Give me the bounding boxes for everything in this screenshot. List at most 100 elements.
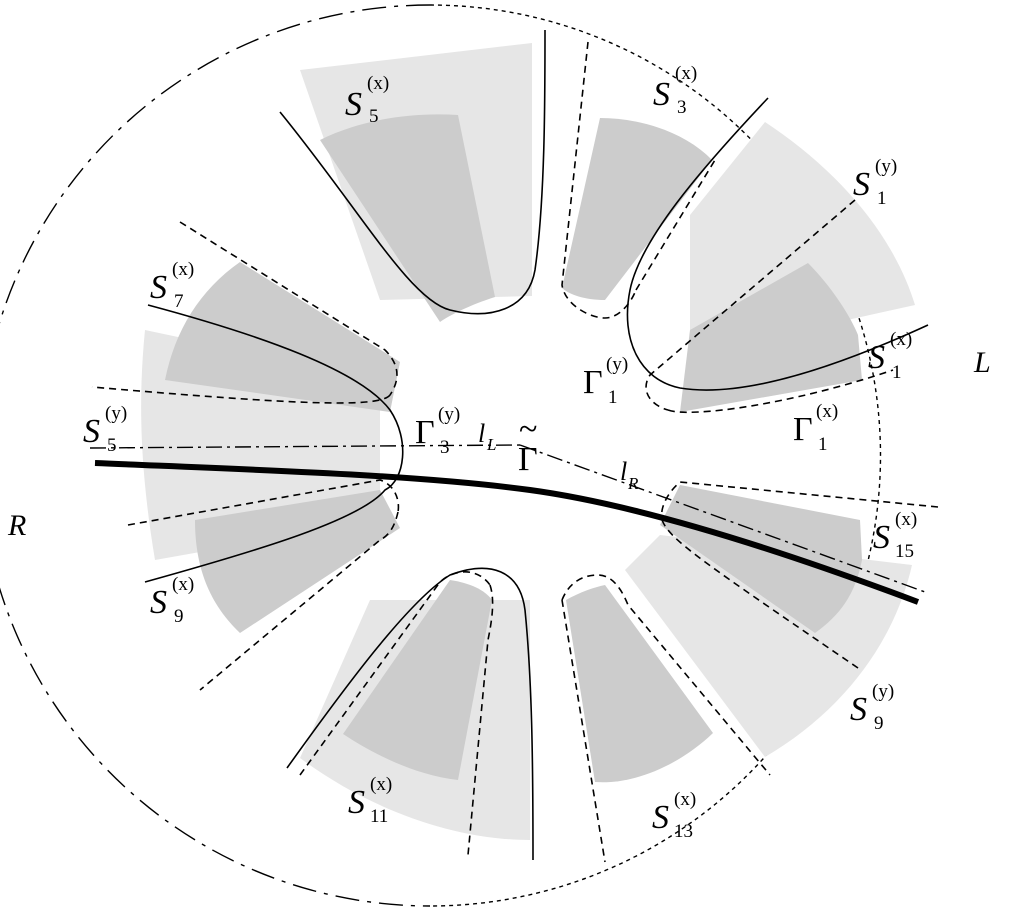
svg-text:(y): (y) — [105, 403, 127, 424]
dashed-s11x-right — [467, 584, 494, 856]
dark-sectors — [165, 114, 862, 783]
svg-text:3: 3 — [677, 97, 687, 118]
svg-text:l: l — [620, 457, 627, 486]
solid-curves — [94, 29, 929, 861]
sector-label-s1y: S (y) 1 — [853, 156, 897, 209]
svg-text:(y): (y) — [606, 354, 628, 375]
svg-text:(x): (x) — [367, 73, 389, 94]
line-l-L — [89, 444, 521, 449]
dashed-s3x-left — [561, 41, 637, 319]
sector-label-s9y: S (y) 9 — [850, 681, 894, 734]
dashed-s3x-right — [635, 159, 716, 291]
dark-sector-s9x — [195, 490, 400, 633]
svg-text:1: 1 — [877, 188, 887, 209]
gamma-tilde-label: Γ ~ — [518, 411, 538, 478]
curve-s1y — [626, 97, 929, 391]
svg-text:1: 1 — [608, 387, 618, 408]
dark-sector-s15x — [660, 485, 862, 633]
sector-label-s7x: S (x) 7 — [150, 259, 194, 312]
dark-sector-s13x — [566, 585, 713, 783]
svg-text:9: 9 — [174, 606, 184, 627]
curve-s11x — [286, 567, 534, 861]
svg-text:S: S — [873, 519, 890, 556]
dashed-s1y — [645, 199, 856, 411]
curve-s7x-s9x — [144, 304, 404, 583]
dark-sector-s11x — [343, 580, 492, 780]
svg-text:(x): (x) — [890, 329, 912, 350]
svg-text:(y): (y) — [875, 156, 897, 177]
svg-text:15: 15 — [895, 541, 914, 562]
thick-curve-gamma — [94, 460, 920, 605]
svg-text:3: 3 — [440, 437, 450, 458]
dashed-s7x-bottom — [91, 386, 391, 404]
svg-text:S: S — [83, 413, 100, 450]
line-label-lR: l R — [620, 457, 639, 493]
svg-text:R: R — [627, 474, 639, 493]
svg-text:S: S — [868, 339, 885, 376]
edge-label-R: R — [7, 509, 26, 542]
sector-label-s11x: S (x) 11 — [348, 774, 392, 827]
svg-text:1: 1 — [818, 434, 828, 455]
svg-text:Γ: Γ — [793, 411, 813, 448]
svg-text:S: S — [853, 166, 870, 203]
dark-sector-s1x — [680, 263, 862, 412]
svg-text:(x): (x) — [674, 789, 696, 810]
dashed-s9x-top — [127, 479, 400, 526]
dashed-boundaries — [91, 41, 939, 863]
svg-text:11: 11 — [370, 806, 388, 827]
svg-text:1: 1 — [892, 362, 902, 383]
svg-text:S: S — [348, 784, 365, 821]
dashed-s9x-bottom — [199, 511, 399, 691]
line-l-R — [519, 444, 926, 593]
dark-sector-s7x — [165, 262, 400, 412]
sector-label-s5y: S (y) 5 — [83, 403, 127, 456]
gamma-label-g1y: Γ (y) 1 — [583, 354, 628, 408]
svg-text:(x): (x) — [675, 63, 697, 84]
svg-text:(x): (x) — [895, 509, 917, 530]
sector-label-s15x: S (x) 15 — [873, 509, 917, 562]
line-label-lL: l L — [478, 419, 496, 454]
dashed-s15x-bottom — [661, 519, 859, 669]
dashed-s13x-left — [561, 574, 771, 776]
svg-text:5: 5 — [107, 435, 117, 456]
svg-text:(y): (y) — [438, 404, 460, 425]
svg-text:S: S — [345, 86, 362, 123]
svg-text:~: ~ — [519, 411, 537, 448]
gamma-label-g1x: Γ (x) 1 — [793, 401, 838, 455]
light-sector-s1y — [690, 122, 915, 355]
svg-text:13: 13 — [674, 821, 693, 842]
edge-label-L: L — [973, 346, 991, 379]
svg-text:Γ: Γ — [518, 441, 538, 478]
svg-text:L: L — [486, 435, 496, 454]
svg-text:(x): (x) — [172, 574, 194, 595]
svg-text:(x): (x) — [172, 259, 194, 280]
svg-text:(x): (x) — [816, 401, 838, 422]
svg-text:Γ: Γ — [415, 414, 435, 451]
curve-s5x — [279, 29, 546, 315]
outer-arc-r — [0, 4, 431, 907]
svg-text:l: l — [478, 419, 485, 448]
dark-sector-s3x — [562, 118, 712, 300]
dashed-s15x-top — [660, 481, 939, 521]
dash-dot-lines — [89, 444, 926, 593]
svg-text:9: 9 — [874, 713, 884, 734]
svg-text:S: S — [150, 584, 167, 621]
sector-label-s5x: S (x) 5 — [345, 73, 389, 127]
gamma-label-g3y: Γ (y) 3 — [415, 404, 460, 458]
dashed-s7x-top — [179, 221, 398, 396]
svg-text:(x): (x) — [370, 774, 392, 795]
sector-label-s1x: S (x) 1 — [868, 329, 912, 383]
svg-text:Γ: Γ — [583, 364, 603, 401]
sector-label-s9x: S (x) 9 — [150, 574, 194, 627]
sector-label-s3x: S (x) 3 — [653, 63, 697, 118]
svg-text:(y): (y) — [872, 681, 894, 702]
dashed-s13x-right — [561, 599, 606, 863]
svg-text:7: 7 — [174, 291, 184, 312]
svg-text:S: S — [850, 691, 867, 728]
svg-text:S: S — [150, 269, 167, 306]
svg-text:5: 5 — [369, 106, 379, 127]
sector-label-s13x: S (x) 13 — [652, 789, 696, 842]
dark-sector-s5x — [320, 114, 495, 322]
svg-text:S: S — [652, 799, 669, 836]
